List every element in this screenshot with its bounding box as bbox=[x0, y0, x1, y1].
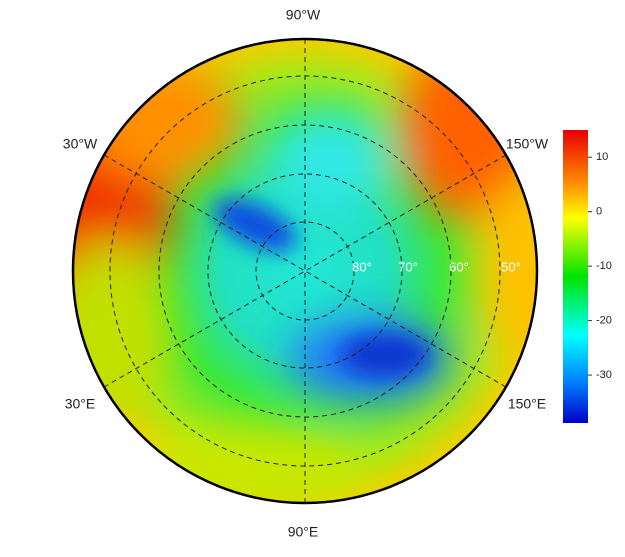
lon-label: 30°W bbox=[63, 136, 98, 152]
colorbar: 10 0 -10 -20 -30 bbox=[563, 130, 612, 423]
graticule bbox=[103, 39, 507, 503]
colorbar-tick-label: 0 bbox=[596, 206, 602, 218]
colorbar-tick-label: -20 bbox=[596, 315, 612, 327]
lon-label: 90°E bbox=[288, 524, 319, 540]
lat-label: 50° bbox=[501, 259, 521, 274]
colorbar-scale bbox=[563, 130, 588, 423]
colorbar-tick-label: -30 bbox=[596, 369, 612, 381]
lon-label: 150°E bbox=[508, 396, 546, 412]
lat-label: 80° bbox=[352, 259, 372, 274]
lat-label: 60° bbox=[449, 259, 469, 274]
lat-label: 70° bbox=[398, 259, 418, 274]
map-border bbox=[71, 37, 539, 505]
temperature-field bbox=[73, 39, 537, 503]
lon-label: 90°W bbox=[286, 7, 321, 23]
lon-label: 30°E bbox=[65, 396, 96, 412]
lon-label: 150°W bbox=[506, 136, 549, 152]
colorbar-tick-label: -10 bbox=[596, 260, 612, 272]
colorbar-tick-label: 10 bbox=[596, 151, 608, 163]
